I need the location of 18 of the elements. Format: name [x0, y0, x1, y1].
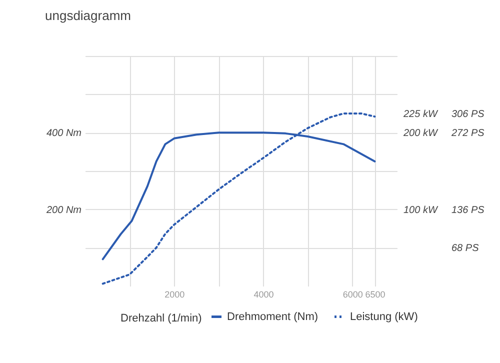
line-series: [102, 112, 376, 285]
y3-tick-label: 272 PS: [450, 128, 485, 140]
legend-label: Leistung (kW): [350, 310, 418, 323]
y2-tick-label: 200 kW: [402, 128, 439, 140]
y3-tick-label: 136 PS: [452, 204, 485, 216]
y3-tick-label: 68 PS: [452, 243, 480, 254]
x-tick-label: 6000: [342, 290, 363, 300]
y-tick-label: 400 Nm: [46, 128, 82, 140]
y3-tick-label: 306 PS: [452, 109, 485, 120]
x-tick-label: 2000: [164, 290, 185, 300]
x-tick-label: 6500: [365, 290, 386, 300]
y2-tick-label: 100 kW: [404, 204, 439, 216]
y-tick-label: 200 Nm: [45, 204, 82, 216]
y2-tick-label: 225 kW: [402, 109, 439, 120]
x-tick-label: 4000: [254, 290, 274, 300]
chart-title: ungsdiagramm: [45, 8, 131, 23]
x-axis-title: Drehzahl (1/min): [120, 312, 202, 324]
legend-label: Drehmoment (Nm): [227, 310, 318, 323]
